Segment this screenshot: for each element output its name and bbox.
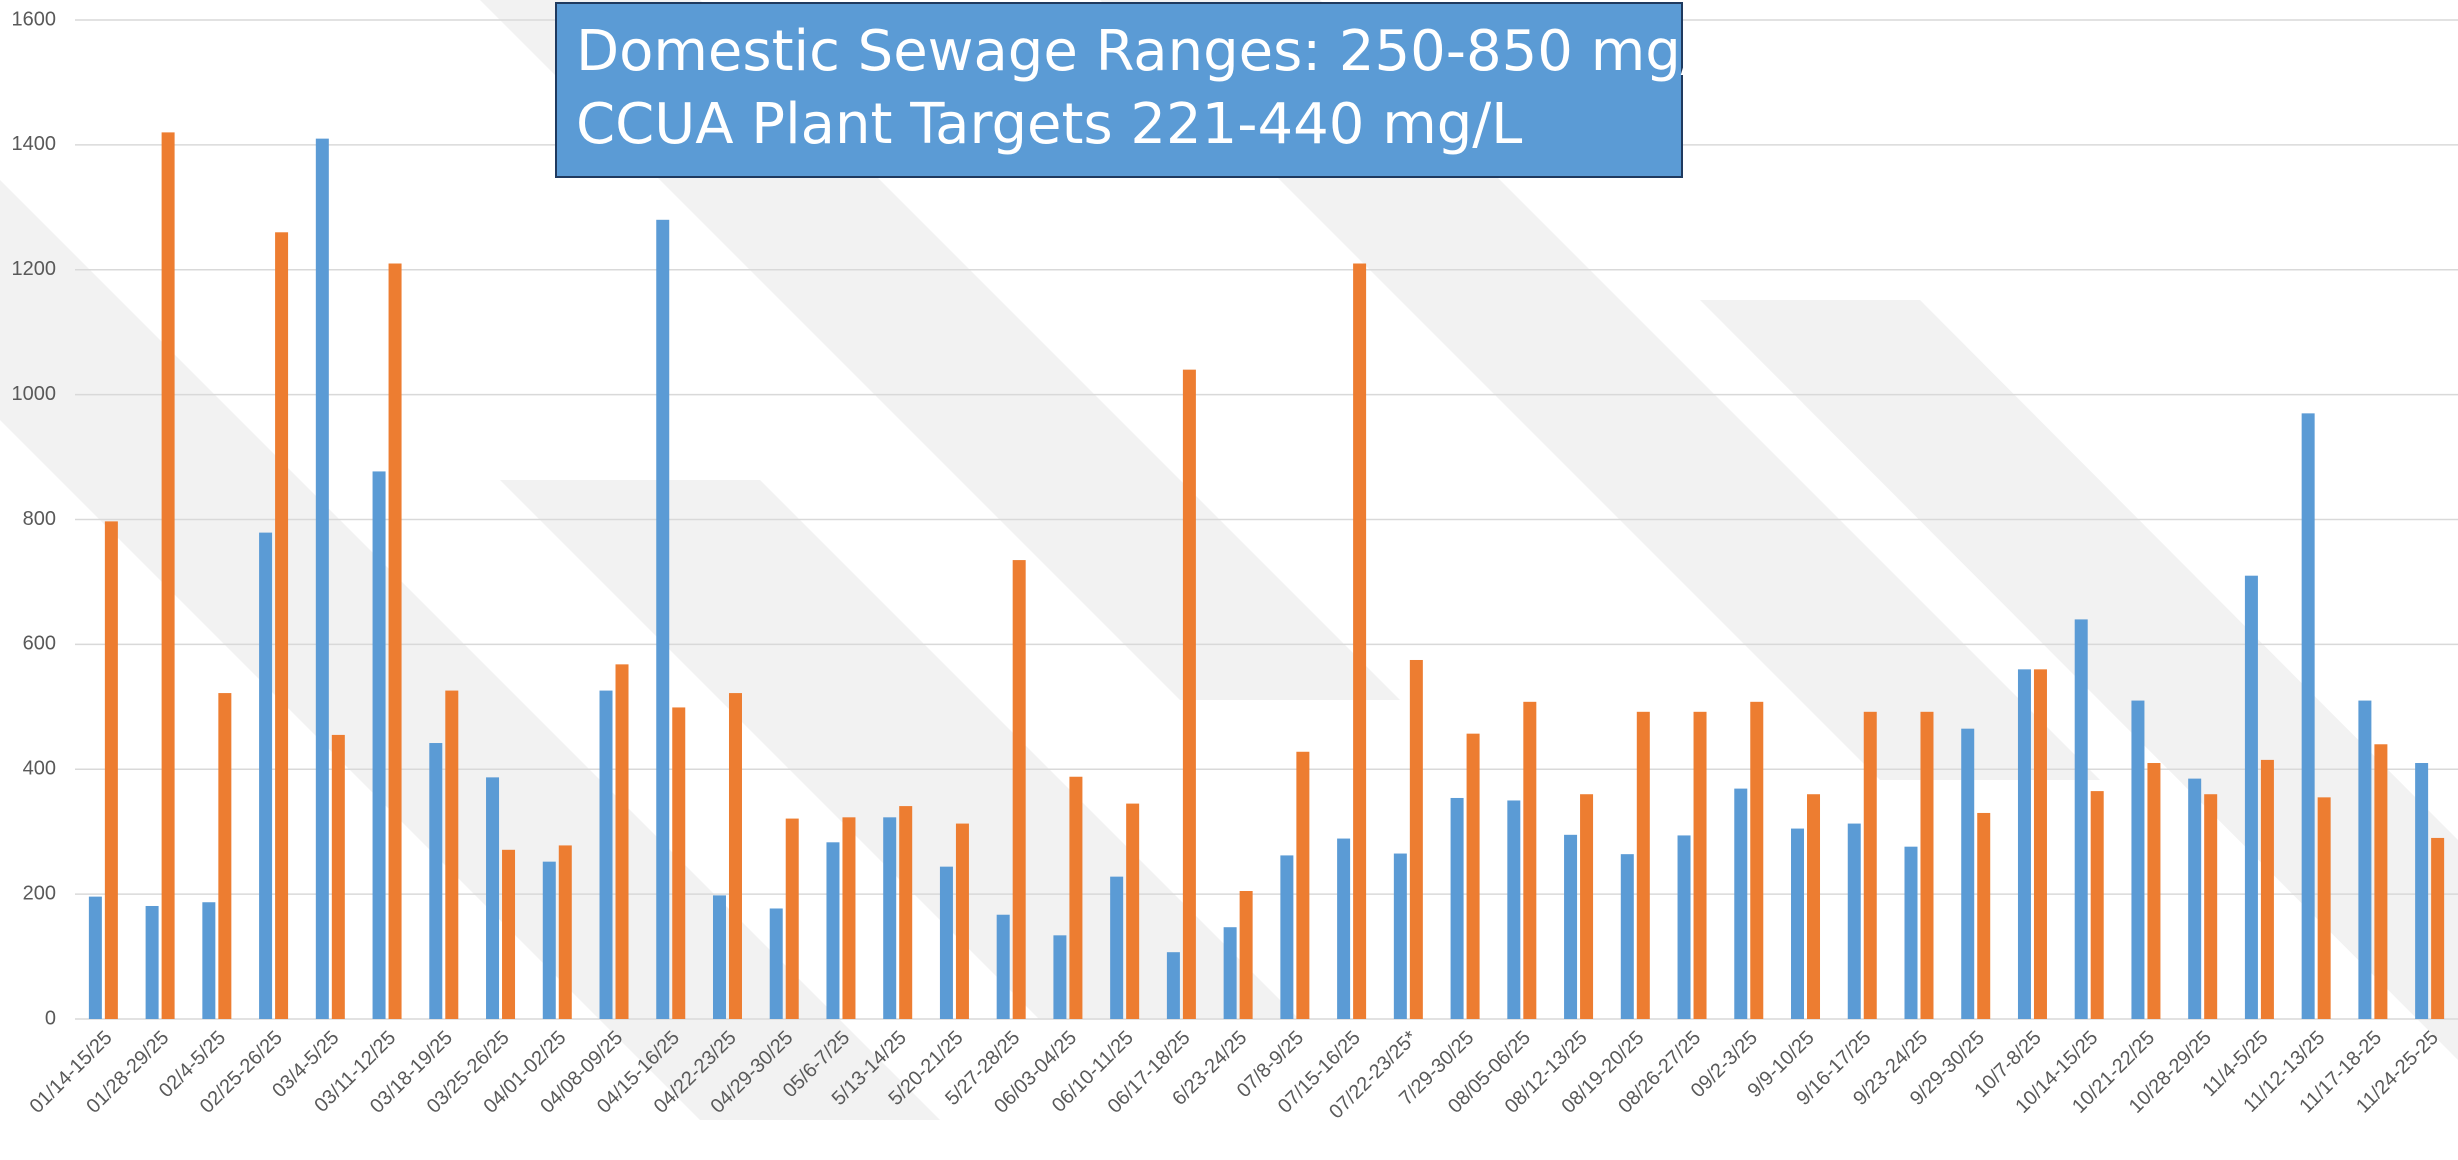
bar (275, 232, 289, 1020)
y-tick-label: 800 (23, 508, 56, 530)
bar (2074, 619, 2088, 1019)
bar (315, 138, 329, 1020)
bar (1223, 927, 1237, 1019)
bar (2204, 794, 2218, 1019)
y-tick-label: 200 (23, 882, 56, 904)
bar (1466, 733, 1480, 1019)
bar (712, 895, 726, 1019)
bar (615, 664, 629, 1019)
bar (1847, 823, 1861, 1019)
bar (1580, 794, 1594, 1019)
bar (88, 896, 102, 1019)
bar (826, 842, 840, 1019)
bar (1126, 803, 1140, 1019)
bar (429, 743, 443, 1019)
y-tick-label: 400 (23, 758, 56, 780)
bar (1053, 935, 1067, 1019)
bar (104, 521, 118, 1019)
bar (445, 690, 459, 1019)
bar (1296, 751, 1310, 1019)
bar (331, 734, 345, 1019)
bar (1280, 855, 1294, 1019)
bar (1353, 263, 1367, 1020)
bar (259, 532, 273, 1019)
bar (769, 908, 783, 1019)
bar (486, 777, 500, 1019)
bar (388, 263, 402, 1020)
annotation: Domestic Sewage Ranges: 250-850 mg/L (576, 19, 1731, 84)
bar (1166, 952, 1180, 1019)
bar (1977, 812, 1991, 1019)
bar (996, 914, 1010, 1019)
bar (2431, 837, 2445, 1019)
bar (1069, 776, 1083, 1019)
bar (1182, 369, 1196, 1019)
bar (1904, 846, 1918, 1019)
bar (1110, 876, 1124, 1019)
bar (1393, 853, 1407, 1019)
bar (2244, 575, 2258, 1019)
bar (2260, 759, 2274, 1019)
bar (728, 693, 742, 1019)
bar (2017, 669, 2031, 1019)
bar (161, 132, 175, 1019)
annotation-box (555, 2, 1683, 178)
bar (2374, 744, 2388, 1019)
bar (1677, 835, 1691, 1019)
bar (2131, 700, 2145, 1019)
bar (1863, 711, 1877, 1019)
bar (842, 817, 856, 1019)
bar (1620, 854, 1634, 1019)
bar (1750, 701, 1764, 1019)
bar (2033, 669, 2047, 1019)
bar (1239, 891, 1253, 1019)
bar (1920, 711, 1934, 1019)
bar (1409, 659, 1423, 1019)
bar (542, 861, 556, 1019)
y-tick-label: 1400 (12, 133, 57, 155)
y-tick-label: 0 (45, 1007, 56, 1029)
bar (1523, 701, 1537, 1019)
bar (2358, 700, 2372, 1019)
bar (1636, 711, 1650, 1019)
bar (939, 866, 953, 1019)
bar (1450, 797, 1464, 1019)
bar (1961, 728, 1975, 1019)
bar (218, 693, 232, 1019)
bar (599, 690, 613, 1019)
annotation: CCUA Plant Targets 221-440 mg/L (576, 92, 1522, 157)
bar (2415, 763, 2429, 1019)
bar (145, 905, 159, 1019)
bar (372, 471, 386, 1020)
bar (2188, 778, 2202, 1019)
bar (656, 219, 670, 1020)
bar (1734, 788, 1748, 1019)
y-tick-label: 1600 (12, 8, 57, 30)
y-tick-label: 600 (23, 633, 56, 655)
y-tick-label: 1200 (12, 258, 57, 280)
bar (1012, 560, 1026, 1019)
bar (2147, 763, 2161, 1019)
bar (1807, 794, 1821, 1019)
bar (785, 818, 799, 1019)
bar (672, 707, 686, 1019)
bar (202, 902, 216, 1019)
bar (2317, 797, 2331, 1019)
bar (2090, 791, 2104, 1019)
bar (955, 823, 969, 1019)
bar (558, 845, 572, 1019)
bar (883, 817, 897, 1019)
bar (1791, 828, 1805, 1019)
bar (899, 806, 913, 1019)
bar (1564, 834, 1578, 1019)
bar (502, 849, 516, 1019)
bar (1337, 838, 1351, 1019)
bar (2301, 413, 2315, 1019)
y-tick-label: 1000 (12, 383, 57, 405)
bar (1693, 711, 1707, 1019)
bar (1507, 800, 1521, 1019)
